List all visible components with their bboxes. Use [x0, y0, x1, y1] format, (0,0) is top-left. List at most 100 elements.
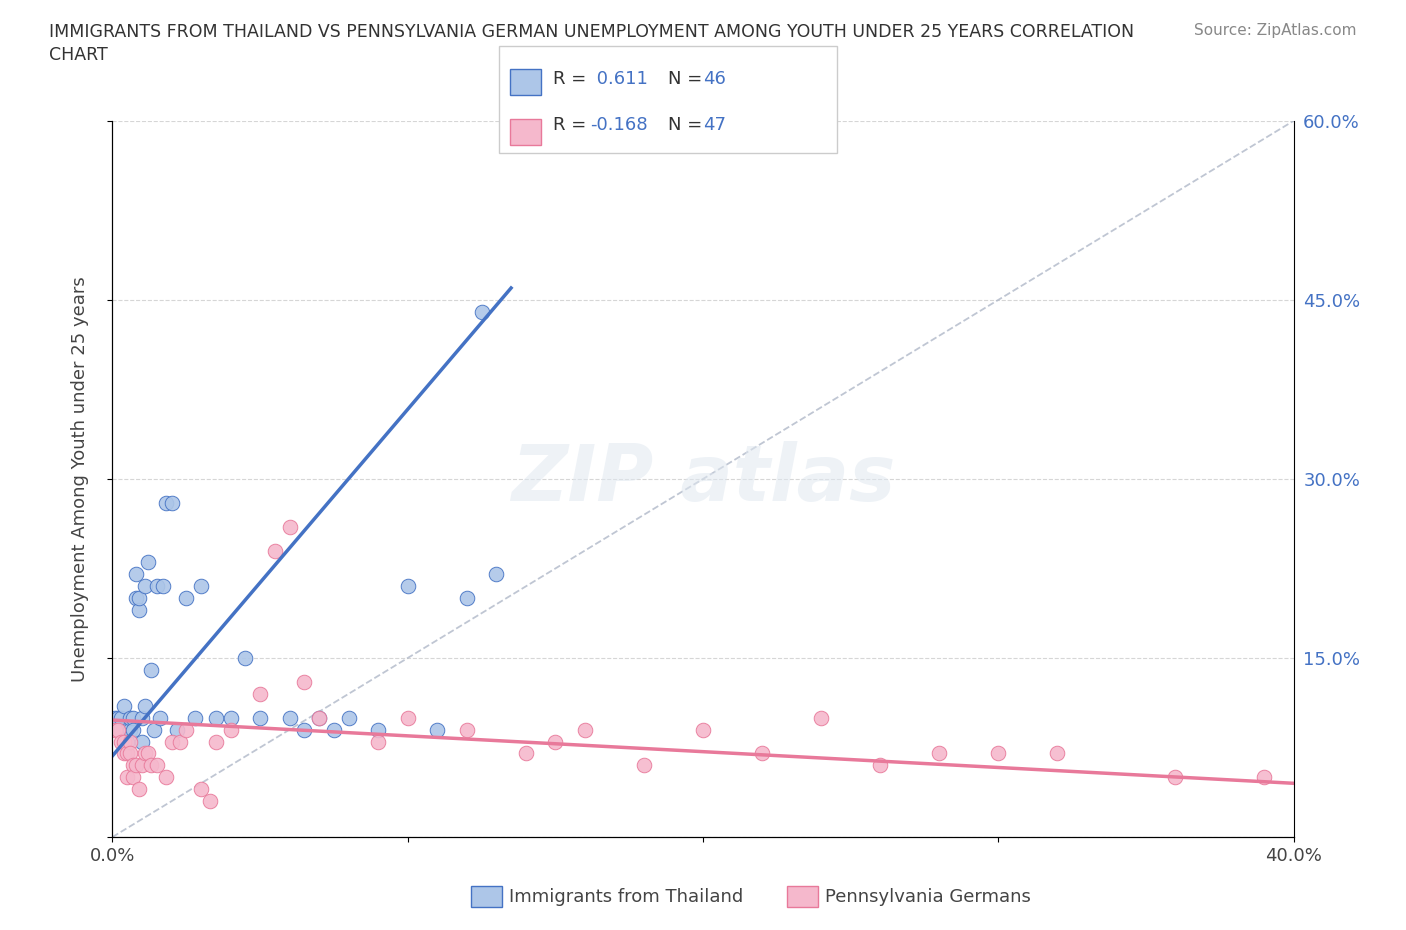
Text: R =: R =: [553, 115, 586, 134]
Point: [278, 519, 301, 534]
Point: [149, 711, 172, 725]
Point: [104, 711, 127, 725]
Point: [112, 746, 135, 761]
Point: [751, 746, 773, 761]
Text: Immigrants from Thailand: Immigrants from Thailand: [509, 887, 744, 906]
Point: [249, 711, 271, 725]
Point: [128, 591, 150, 605]
Point: [574, 722, 596, 737]
Point: [633, 758, 655, 773]
Point: [219, 711, 242, 725]
Point: [125, 567, 148, 582]
Point: [174, 722, 197, 737]
Point: [308, 711, 330, 725]
Point: [367, 722, 389, 737]
Point: [125, 758, 148, 773]
Point: [169, 734, 191, 749]
Point: [120, 734, 142, 749]
Point: [107, 711, 129, 725]
Point: [1253, 770, 1275, 785]
Point: [122, 722, 145, 737]
Point: [146, 578, 169, 594]
Point: [928, 746, 950, 761]
Point: [136, 746, 159, 761]
Point: [160, 496, 183, 511]
Point: [205, 734, 228, 749]
Point: [122, 758, 145, 773]
Point: [249, 686, 271, 701]
Point: [136, 555, 159, 570]
Point: [337, 711, 360, 725]
Text: N =: N =: [668, 70, 702, 87]
Point: [264, 543, 287, 558]
Point: [292, 722, 315, 737]
Point: [122, 770, 145, 785]
Point: [110, 734, 132, 749]
Point: [160, 734, 183, 749]
Point: [107, 722, 129, 737]
Point: [219, 722, 242, 737]
Point: [426, 722, 449, 737]
Point: [104, 722, 127, 737]
Point: [810, 711, 832, 725]
Point: [131, 734, 153, 749]
Point: [308, 711, 330, 725]
Point: [155, 496, 177, 511]
Point: [396, 578, 419, 594]
Point: [278, 711, 301, 725]
Point: [131, 711, 153, 725]
Point: [515, 746, 537, 761]
Point: [117, 770, 138, 785]
Text: 0.611: 0.611: [591, 70, 647, 87]
Point: [131, 758, 153, 773]
Point: [134, 698, 156, 713]
Point: [117, 746, 138, 761]
Text: Source: ZipAtlas.com: Source: ZipAtlas.com: [1194, 23, 1357, 38]
Point: [128, 603, 150, 618]
Point: [292, 674, 315, 689]
Point: [117, 722, 138, 737]
Point: [456, 591, 478, 605]
Point: [396, 711, 419, 725]
Y-axis label: Unemployment Among Youth under 25 years: Unemployment Among Youth under 25 years: [70, 276, 89, 682]
Point: [174, 591, 197, 605]
Point: [139, 662, 162, 677]
Point: [190, 578, 212, 594]
Point: [155, 770, 177, 785]
Point: [134, 746, 156, 761]
Point: [1046, 746, 1069, 761]
Point: [869, 758, 891, 773]
Point: [544, 734, 567, 749]
Point: [134, 578, 156, 594]
Point: [190, 782, 212, 797]
Point: [142, 722, 165, 737]
Point: [112, 734, 135, 749]
Point: [184, 711, 207, 725]
Text: ZIP atlas: ZIP atlas: [510, 441, 896, 517]
Point: [122, 711, 145, 725]
Point: [166, 722, 188, 737]
Text: -0.168: -0.168: [591, 115, 648, 134]
Point: [120, 746, 142, 761]
Point: [367, 734, 389, 749]
Text: R =: R =: [553, 70, 586, 87]
Point: [146, 758, 169, 773]
Point: [323, 722, 346, 737]
Text: N =: N =: [668, 115, 702, 134]
Point: [205, 711, 228, 725]
Point: [470, 304, 494, 319]
Point: [120, 711, 142, 725]
Point: [117, 734, 138, 749]
Point: [692, 722, 714, 737]
Point: [233, 651, 256, 666]
Point: [198, 794, 221, 809]
Point: [456, 722, 478, 737]
Point: [112, 698, 135, 713]
Point: [1164, 770, 1187, 785]
Text: 47: 47: [703, 115, 725, 134]
Text: Pennsylvania Germans: Pennsylvania Germans: [825, 887, 1031, 906]
Point: [485, 567, 508, 582]
Text: 46: 46: [703, 70, 725, 87]
Point: [125, 591, 148, 605]
Point: [139, 758, 162, 773]
